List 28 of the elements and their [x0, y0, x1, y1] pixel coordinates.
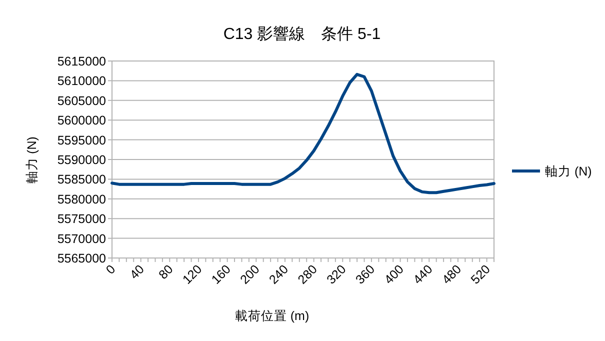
x-tick-label: 80	[156, 262, 176, 282]
y-tick-label: 5600000	[57, 114, 106, 128]
x-tick-label: 400	[382, 262, 406, 287]
x-axis-title: 載荷位置 (m)	[234, 309, 310, 323]
y-tick-label: 5580000	[57, 192, 106, 206]
x-tick-label: 160	[208, 262, 234, 287]
chart-title: C13 影響線 条件 5-1	[223, 25, 381, 43]
x-tick-label: 40	[127, 262, 147, 282]
x-tick-label: 480	[439, 262, 464, 287]
x-tick-label: 520	[468, 262, 493, 287]
y-tick-label: 5605000	[57, 94, 106, 108]
y-tick-label: 5585000	[57, 172, 106, 187]
line-series	[110, 72, 496, 194]
x-tick-label: 440	[410, 262, 436, 287]
x-tick-label: 320	[324, 262, 349, 287]
legend-label: 軸力 (N)	[545, 164, 592, 178]
y-tick-label: 5575000	[57, 212, 106, 226]
y-tick-label: 5615000	[57, 54, 106, 68]
y-axis-title: 軸力 (N)	[25, 136, 39, 184]
x-tick-label: 120	[180, 262, 205, 287]
x-tick-label: 280	[295, 262, 320, 287]
x-tick-label: 240	[266, 262, 292, 287]
x-tick-label: 360	[352, 262, 378, 287]
y-tick-label: 5590000	[57, 153, 106, 167]
y-tick-label: 5610000	[57, 74, 106, 88]
x-tick-label: 200	[238, 262, 262, 287]
y-tick-label: 5595000	[57, 133, 106, 148]
y-tick-label: 5570000	[57, 232, 106, 246]
